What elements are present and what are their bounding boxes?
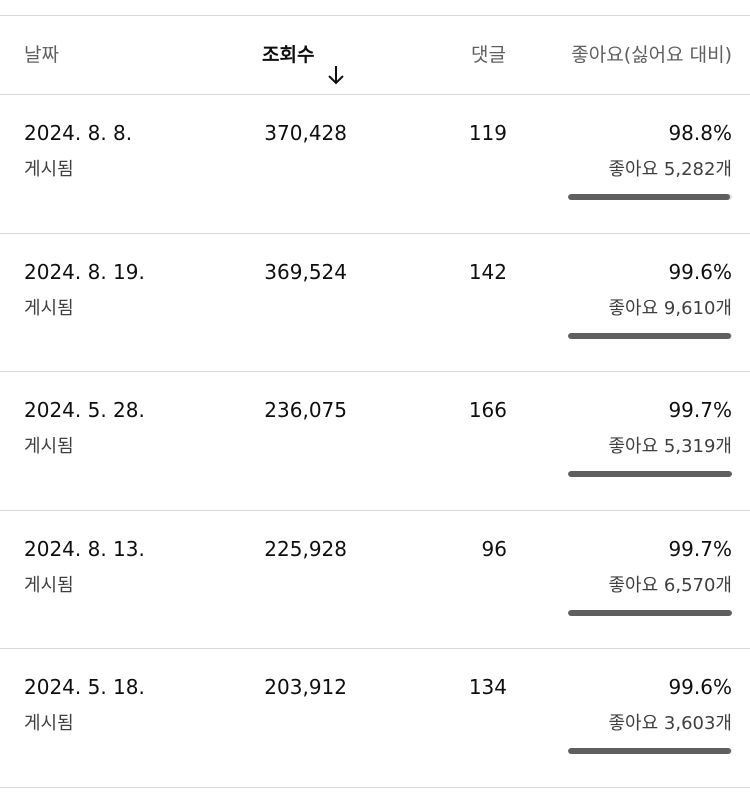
column-header-likes[interactable]: 좋아요(싫어요 대비) [571, 44, 732, 66]
divider [0, 15, 750, 16]
divider [0, 94, 750, 95]
like-ratio-bar-fill [568, 194, 731, 200]
divider [0, 648, 750, 649]
like-ratio-bar [568, 332, 732, 339]
table-row[interactable]: 2024. 8. 19. 게시됨 369,524 142 99.6% 좋아요 9,610개 [0, 234, 750, 372]
row-status: 게시됨 [24, 436, 74, 457]
like-ratio-bar-fill [568, 332, 732, 339]
row-comments: 134 [468, 675, 507, 699]
row-status: 게시됨 [24, 297, 74, 319]
like-ratio-bar-fill [568, 748, 732, 754]
row-date: 2024. 8. 8. [24, 121, 133, 145]
row-date: 2024. 5. 18. [24, 675, 145, 699]
row-comments: 119 [468, 121, 507, 145]
table-header: 날짜 조회수 댓글 좋아요(싫어요 대비) [0, 16, 750, 94]
row-status: 게시됨 [24, 159, 74, 180]
row-like-ratio: 98.8% [668, 121, 732, 145]
row-views: 203,912 [264, 675, 347, 699]
like-ratio-bar-fill [568, 609, 732, 616]
column-header-views[interactable]: 조회수 [262, 16, 346, 94]
like-ratio-bar [568, 471, 732, 477]
row-likes-count: 좋아요 5,319개 [608, 436, 733, 457]
row-comments: 166 [468, 398, 507, 422]
table-row[interactable]: 2024. 5. 18. 게시됨 203,912 134 99.6% 좋아요 3,603개 [0, 649, 750, 787]
column-header-date[interactable]: 날짜 [24, 44, 59, 66]
divider [0, 787, 750, 788]
row-likes-count: 좋아요 5,282개 [608, 159, 733, 180]
arrow-down-icon[interactable] [326, 42, 346, 84]
row-date: 2024. 8. 13. [24, 536, 145, 561]
row-views: 225,928 [264, 536, 347, 561]
row-like-ratio: 99.7% [668, 536, 732, 561]
column-header-views-label: 조회수 [262, 44, 315, 66]
column-header-comments[interactable]: 댓글 [471, 44, 506, 66]
like-ratio-bar [568, 609, 732, 616]
row-status: 게시됨 [24, 713, 74, 734]
like-ratio-bar-fill [568, 471, 732, 477]
row-date: 2024. 8. 19. [24, 259, 145, 284]
table-row[interactable]: 2024. 8. 13. 게시됨 225,928 96 99.7% 좋아요 6,570개 [0, 511, 750, 649]
row-views: 369,524 [264, 259, 347, 284]
table-row[interactable]: 2024. 8. 8. 게시됨 370,428 119 98.8% 좋아요 5,282개 [0, 95, 750, 233]
row-likes-count: 좋아요 6,570개 [608, 574, 733, 596]
row-status: 게시됨 [24, 574, 74, 596]
row-comments: 142 [468, 259, 507, 284]
row-comments: 96 [481, 536, 507, 561]
like-ratio-bar [568, 194, 732, 200]
row-views: 236,075 [264, 398, 347, 422]
divider [0, 371, 750, 372]
row-like-ratio: 99.6% [668, 675, 732, 699]
divider [0, 233, 750, 234]
row-likes-count: 좋아요 9,610개 [608, 297, 733, 319]
divider [0, 510, 750, 511]
row-like-ratio: 99.7% [668, 398, 732, 422]
table-row[interactable]: 2024. 5. 28. 게시됨 236,075 166 99.7% 좋아요 5,319개 [0, 372, 750, 510]
row-views: 370,428 [264, 121, 347, 145]
row-date: 2024. 5. 28. [24, 398, 145, 422]
like-ratio-bar [568, 748, 732, 754]
row-like-ratio: 99.6% [668, 259, 732, 284]
row-likes-count: 좋아요 3,603개 [608, 713, 733, 734]
